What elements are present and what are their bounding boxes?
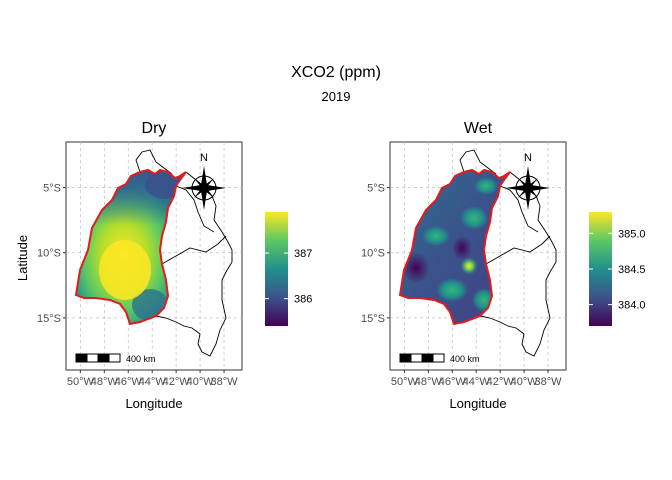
states-outline-wet <box>459 149 557 357</box>
x-tick-label: 50°W <box>67 376 95 388</box>
legend-ticks-wet: 385.0 384.5 384.0 <box>589 228 646 312</box>
figure-title: XCO2 (ppm) <box>291 64 381 81</box>
x-tick-label: 46°W <box>115 376 143 388</box>
scale-bar-wet: 400 km <box>399 353 480 364</box>
x-tick-label: 38°W <box>535 376 563 388</box>
x-tick-label: 44°W <box>139 376 167 388</box>
legend-wet: 385.0 384.5 384.0 <box>589 212 646 326</box>
panel-dry: Dry N <box>15 120 312 411</box>
panel-title-dry: Dry <box>142 120 167 137</box>
y-ticks-wet: 5°S 10°S 15°S <box>361 183 390 325</box>
x-axis-label-dry: Longitude <box>125 396 182 411</box>
legend-tick-label: 384.0 <box>618 300 646 312</box>
x-tick-label: 40°W <box>187 376 215 388</box>
x-axis-label-wet: Longitude <box>449 396 506 411</box>
legend-tick-label: 387 <box>294 248 312 260</box>
y-tick-label: 15°S <box>361 313 385 325</box>
x-ticks-wet: 50°W48°W46°W44°W42°W40°W38°W <box>391 370 562 388</box>
x-tick-label: 38°W <box>211 376 239 388</box>
colorbar-dry <box>265 212 288 326</box>
y-tick-label: 10°S <box>37 248 61 260</box>
scale-bar-label-wet: 400 km <box>450 354 480 364</box>
y-axis-label: Latitude <box>15 235 30 281</box>
colorbar-wet <box>589 212 612 326</box>
x-ticks-dry: 50°W48°W46°W44°W42°W40°W38°W <box>67 370 238 388</box>
study-area-boundary-wet <box>398 168 511 326</box>
north-label-dry: N <box>200 152 208 164</box>
states-outline-dry <box>135 149 233 357</box>
x-tick-label: 48°W <box>91 376 119 388</box>
x-tick-label: 46°W <box>439 376 467 388</box>
x-tick-label: 50°W <box>391 376 419 388</box>
north-arrow-icon: N <box>506 152 550 210</box>
x-tick-label: 44°W <box>463 376 491 388</box>
north-arrow-icon: N <box>182 152 226 210</box>
y-tick-label: 5°S <box>43 183 61 195</box>
legend-tick-label: 385.0 <box>618 228 646 240</box>
y-tick-label: 5°S <box>367 183 385 195</box>
x-tick-label: 40°W <box>511 376 539 388</box>
panel-title-wet: Wet <box>464 120 493 137</box>
scale-bar-dry: 400 km <box>75 353 156 364</box>
y-ticks-dry: 5°S 10°S 15°S <box>37 183 66 325</box>
legend-ticks-dry: 387 386 <box>265 248 312 306</box>
legend-dry: 387 386 <box>265 212 312 326</box>
x-tick-label: 42°W <box>487 376 515 388</box>
plot-frame-dry <box>65 141 243 371</box>
figure-subtitle: 2019 <box>322 89 351 104</box>
x-tick-label: 48°W <box>415 376 443 388</box>
scale-bar-label-dry: 400 km <box>126 354 156 364</box>
north-label-wet: N <box>524 152 532 164</box>
legend-tick-label: 384.5 <box>618 264 646 276</box>
study-area-boundary-dry <box>74 168 187 326</box>
x-tick-label: 42°W <box>163 376 191 388</box>
legend-tick-label: 386 <box>294 294 312 306</box>
y-tick-label: 10°S <box>361 248 385 260</box>
panel-wet: Wet <box>361 120 646 411</box>
plot-frame-wet <box>389 141 567 371</box>
y-tick-label: 15°S <box>37 313 61 325</box>
